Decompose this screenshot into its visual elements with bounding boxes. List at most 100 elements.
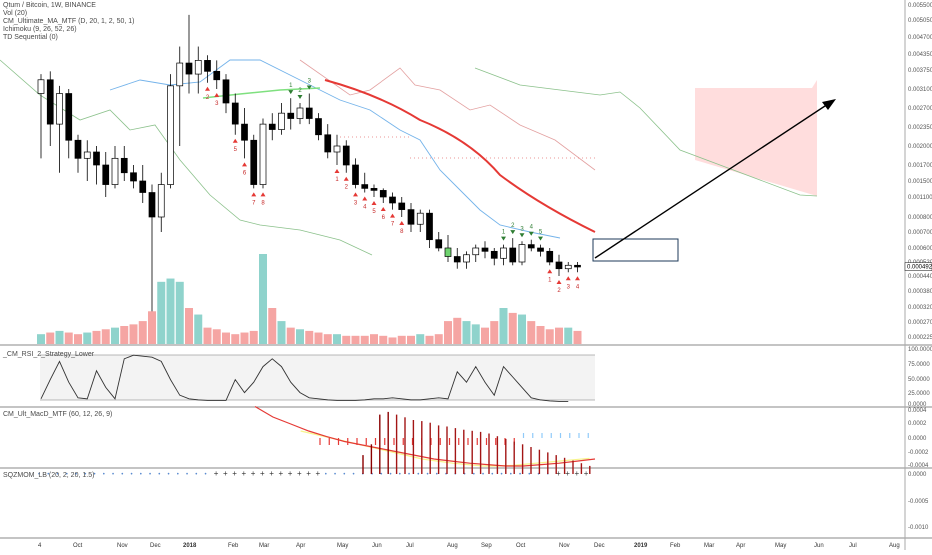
td-arrow-up (251, 192, 257, 197)
price-tick-label: 0.002700 (908, 106, 932, 112)
time-axis-label: 2018 (183, 543, 197, 549)
candle-body (379, 190, 387, 198)
td-arrow-up (565, 276, 571, 281)
sqz-dot: • (57, 472, 59, 478)
candle-body (490, 250, 498, 259)
volume-bar (83, 332, 92, 344)
moving-average-line (324, 79, 596, 233)
candle-body (574, 264, 581, 268)
td-count-label: 3 (354, 200, 358, 206)
price-tick-label: 0.000320 (908, 305, 932, 311)
sqz-dot: • (510, 472, 512, 478)
candle-body (65, 93, 73, 141)
volume-bar (203, 327, 212, 344)
volume-bar (351, 335, 360, 344)
candle-body (148, 192, 156, 218)
legend-volume: Vol (20) (3, 10, 28, 17)
td-arrow-down (297, 94, 303, 99)
sqz-dot: • (353, 472, 355, 478)
sqz-tick-label: -0.0010 (908, 525, 929, 531)
sqz-dot: • (519, 472, 521, 478)
td-count-label: 2 (557, 288, 561, 294)
td-count-label: 8 (261, 200, 265, 206)
volume-bar (231, 334, 240, 344)
sqz-dot: + (575, 469, 580, 478)
ichimoku-span-b (0, 59, 373, 256)
macd-tick-label: 0.0002 (908, 421, 927, 427)
sqz-dot: • (325, 472, 327, 478)
volume-bar (222, 332, 230, 344)
sqz-dot: + (297, 469, 302, 478)
volume-bar (555, 327, 563, 344)
sqz-dot: + (316, 469, 321, 478)
volume-bar (296, 329, 304, 344)
candle-body (500, 247, 507, 259)
candle-body (407, 209, 415, 225)
projection-arrow-line (594, 103, 829, 259)
time-axis-label: Oct (516, 543, 526, 549)
candle-body (361, 184, 369, 189)
td-arrow-up (399, 221, 405, 225)
td-count-label: 8 (400, 229, 404, 235)
candle-body (389, 196, 396, 204)
rsi-tick-label: 50.0000 (908, 377, 930, 383)
candle-body (352, 164, 359, 185)
candle-body (398, 202, 406, 210)
sqz-dot: • (436, 472, 438, 478)
candle-body (241, 123, 248, 141)
projection-arrow-head (822, 99, 836, 110)
sqz-dot: • (66, 472, 68, 478)
candle-body (546, 250, 554, 263)
price-tick-label: 0.003100 (908, 87, 932, 93)
volume-bar (240, 332, 249, 344)
sqz-dot: • (482, 472, 484, 478)
price-tick-label: 0.000700 (908, 230, 932, 236)
sqz-dot: + (251, 469, 256, 478)
price-tick-label: 0.000380 (908, 289, 932, 295)
td-count-label: 5 (372, 209, 376, 215)
rsi-tick-label: 75.0000 (908, 362, 930, 368)
volume-bar (545, 329, 554, 344)
td-count-label: 3 (520, 226, 524, 232)
td-arrow-up (371, 201, 377, 205)
candle-body (278, 112, 285, 130)
candle-body (527, 244, 535, 249)
sqz-dot: + (288, 469, 293, 478)
td-arrow-up (232, 138, 238, 143)
candle-body (213, 70, 221, 81)
sqz-tick-label: -0.0005 (908, 499, 929, 505)
time-axis-label: Oct (73, 543, 83, 549)
volume-bar (342, 335, 351, 344)
volume-bar (370, 334, 378, 344)
volume-bar (397, 335, 406, 344)
sqz-dot: • (408, 472, 410, 478)
candle-body (102, 164, 110, 185)
candle-body (222, 79, 230, 104)
sqz-dot: + (223, 469, 228, 478)
td-count-label: 1 (289, 83, 293, 89)
sqz-dot: • (47, 472, 49, 478)
sqz-dot: • (473, 472, 475, 478)
sqz-dot: • (454, 472, 456, 478)
volume-bar (185, 308, 193, 344)
candle-body (268, 123, 276, 130)
time-axis-label: Apr (736, 543, 745, 549)
time-axis-label: Jul (406, 543, 414, 549)
volume-bar (508, 312, 517, 344)
candle-body (509, 247, 517, 263)
time-axis-label: Nov (559, 543, 570, 549)
volume-bar (360, 335, 369, 344)
rsi-tick-label: 100.0000 (908, 347, 932, 353)
td-arrow-down (528, 231, 534, 236)
volume-bar (259, 254, 267, 344)
time-axis-label: Apr (296, 543, 305, 549)
td-arrow-down (288, 90, 294, 95)
td-arrow-up (380, 206, 386, 211)
macd-line (254, 405, 596, 467)
volume-bar (407, 335, 415, 344)
td-count-label: 2 (206, 95, 210, 101)
rsi-pane-label: _CM_RSI_2_Strategy_Lower (3, 351, 95, 358)
volume-bar (111, 327, 119, 344)
ma-green-segment (202, 87, 321, 99)
sqz-dot: + (279, 469, 284, 478)
